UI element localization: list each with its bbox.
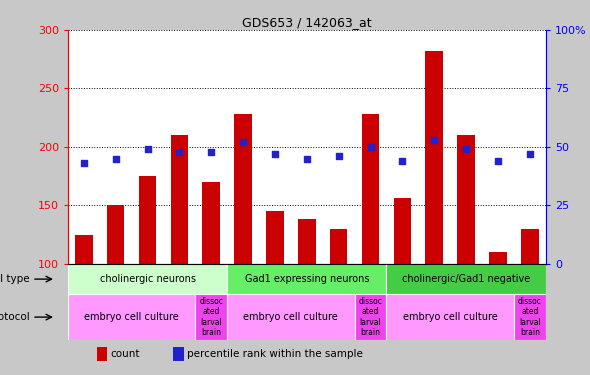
Bar	[171, 135, 188, 264]
Bar	[457, 135, 475, 264]
Text: dissoc
ated
larval
brain: dissoc ated larval brain	[518, 297, 542, 337]
Bar	[489, 252, 507, 264]
Bar	[107, 206, 124, 264]
Bar	[173, 346, 183, 360]
Bar	[227, 294, 355, 340]
Bar	[227, 264, 386, 294]
Point	[461, 146, 471, 152]
Bar	[266, 211, 284, 264]
Bar	[386, 294, 514, 340]
Point	[143, 146, 152, 152]
Point	[493, 158, 503, 164]
Text: count: count	[111, 349, 140, 358]
Point	[238, 139, 248, 145]
Point	[111, 156, 120, 162]
Bar	[234, 114, 252, 264]
Point	[525, 151, 535, 157]
Bar	[202, 182, 220, 264]
Bar	[68, 294, 195, 340]
Text: embryo cell culture: embryo cell culture	[244, 312, 338, 322]
Bar	[362, 114, 379, 264]
Point	[206, 148, 216, 154]
Text: cholinergic/Gad1 negative: cholinergic/Gad1 negative	[402, 274, 530, 284]
Bar	[330, 229, 348, 264]
Text: Gad1 expressing neurons: Gad1 expressing neurons	[244, 274, 369, 284]
Point	[175, 148, 184, 154]
Text: dissoc
ated
larval
brain: dissoc ated larval brain	[359, 297, 382, 337]
Bar	[97, 346, 107, 360]
Point	[79, 160, 88, 166]
Text: protocol: protocol	[0, 312, 30, 322]
Bar	[386, 264, 546, 294]
Text: embryo cell culture: embryo cell culture	[403, 312, 497, 322]
Text: cell type: cell type	[0, 274, 30, 284]
Bar	[521, 229, 539, 264]
Bar	[68, 264, 227, 294]
Point	[334, 153, 343, 159]
Text: cholinergic neurons: cholinergic neurons	[100, 274, 195, 284]
Bar	[195, 294, 227, 340]
Point	[366, 144, 375, 150]
Point	[270, 151, 280, 157]
Bar	[394, 198, 411, 264]
Point	[398, 158, 407, 164]
Text: embryo cell culture: embryo cell culture	[84, 312, 179, 322]
Text: dissoc
ated
larval
brain: dissoc ated larval brain	[199, 297, 223, 337]
Point	[302, 156, 312, 162]
Bar	[139, 176, 156, 264]
Title: GDS653 / 142063_at: GDS653 / 142063_at	[242, 16, 372, 29]
Bar	[425, 51, 443, 264]
Bar	[355, 294, 386, 340]
Bar	[298, 219, 316, 264]
Bar	[75, 234, 93, 264]
Point	[430, 137, 439, 143]
Bar	[514, 294, 546, 340]
Text: percentile rank within the sample: percentile rank within the sample	[187, 349, 363, 358]
